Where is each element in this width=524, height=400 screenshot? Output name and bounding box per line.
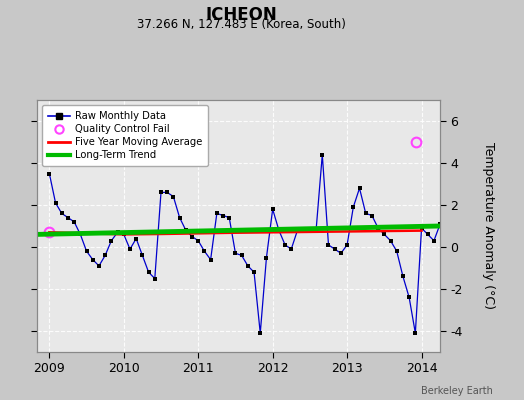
Legend: Raw Monthly Data, Quality Control Fail, Five Year Moving Average, Long-Term Tren: Raw Monthly Data, Quality Control Fail, …: [42, 105, 208, 166]
Text: Berkeley Earth: Berkeley Earth: [421, 386, 493, 396]
Text: ICHEON: ICHEON: [205, 6, 277, 24]
Text: 37.266 N, 127.483 E (Korea, South): 37.266 N, 127.483 E (Korea, South): [137, 18, 345, 31]
Y-axis label: Temperature Anomaly (°C): Temperature Anomaly (°C): [483, 142, 495, 310]
